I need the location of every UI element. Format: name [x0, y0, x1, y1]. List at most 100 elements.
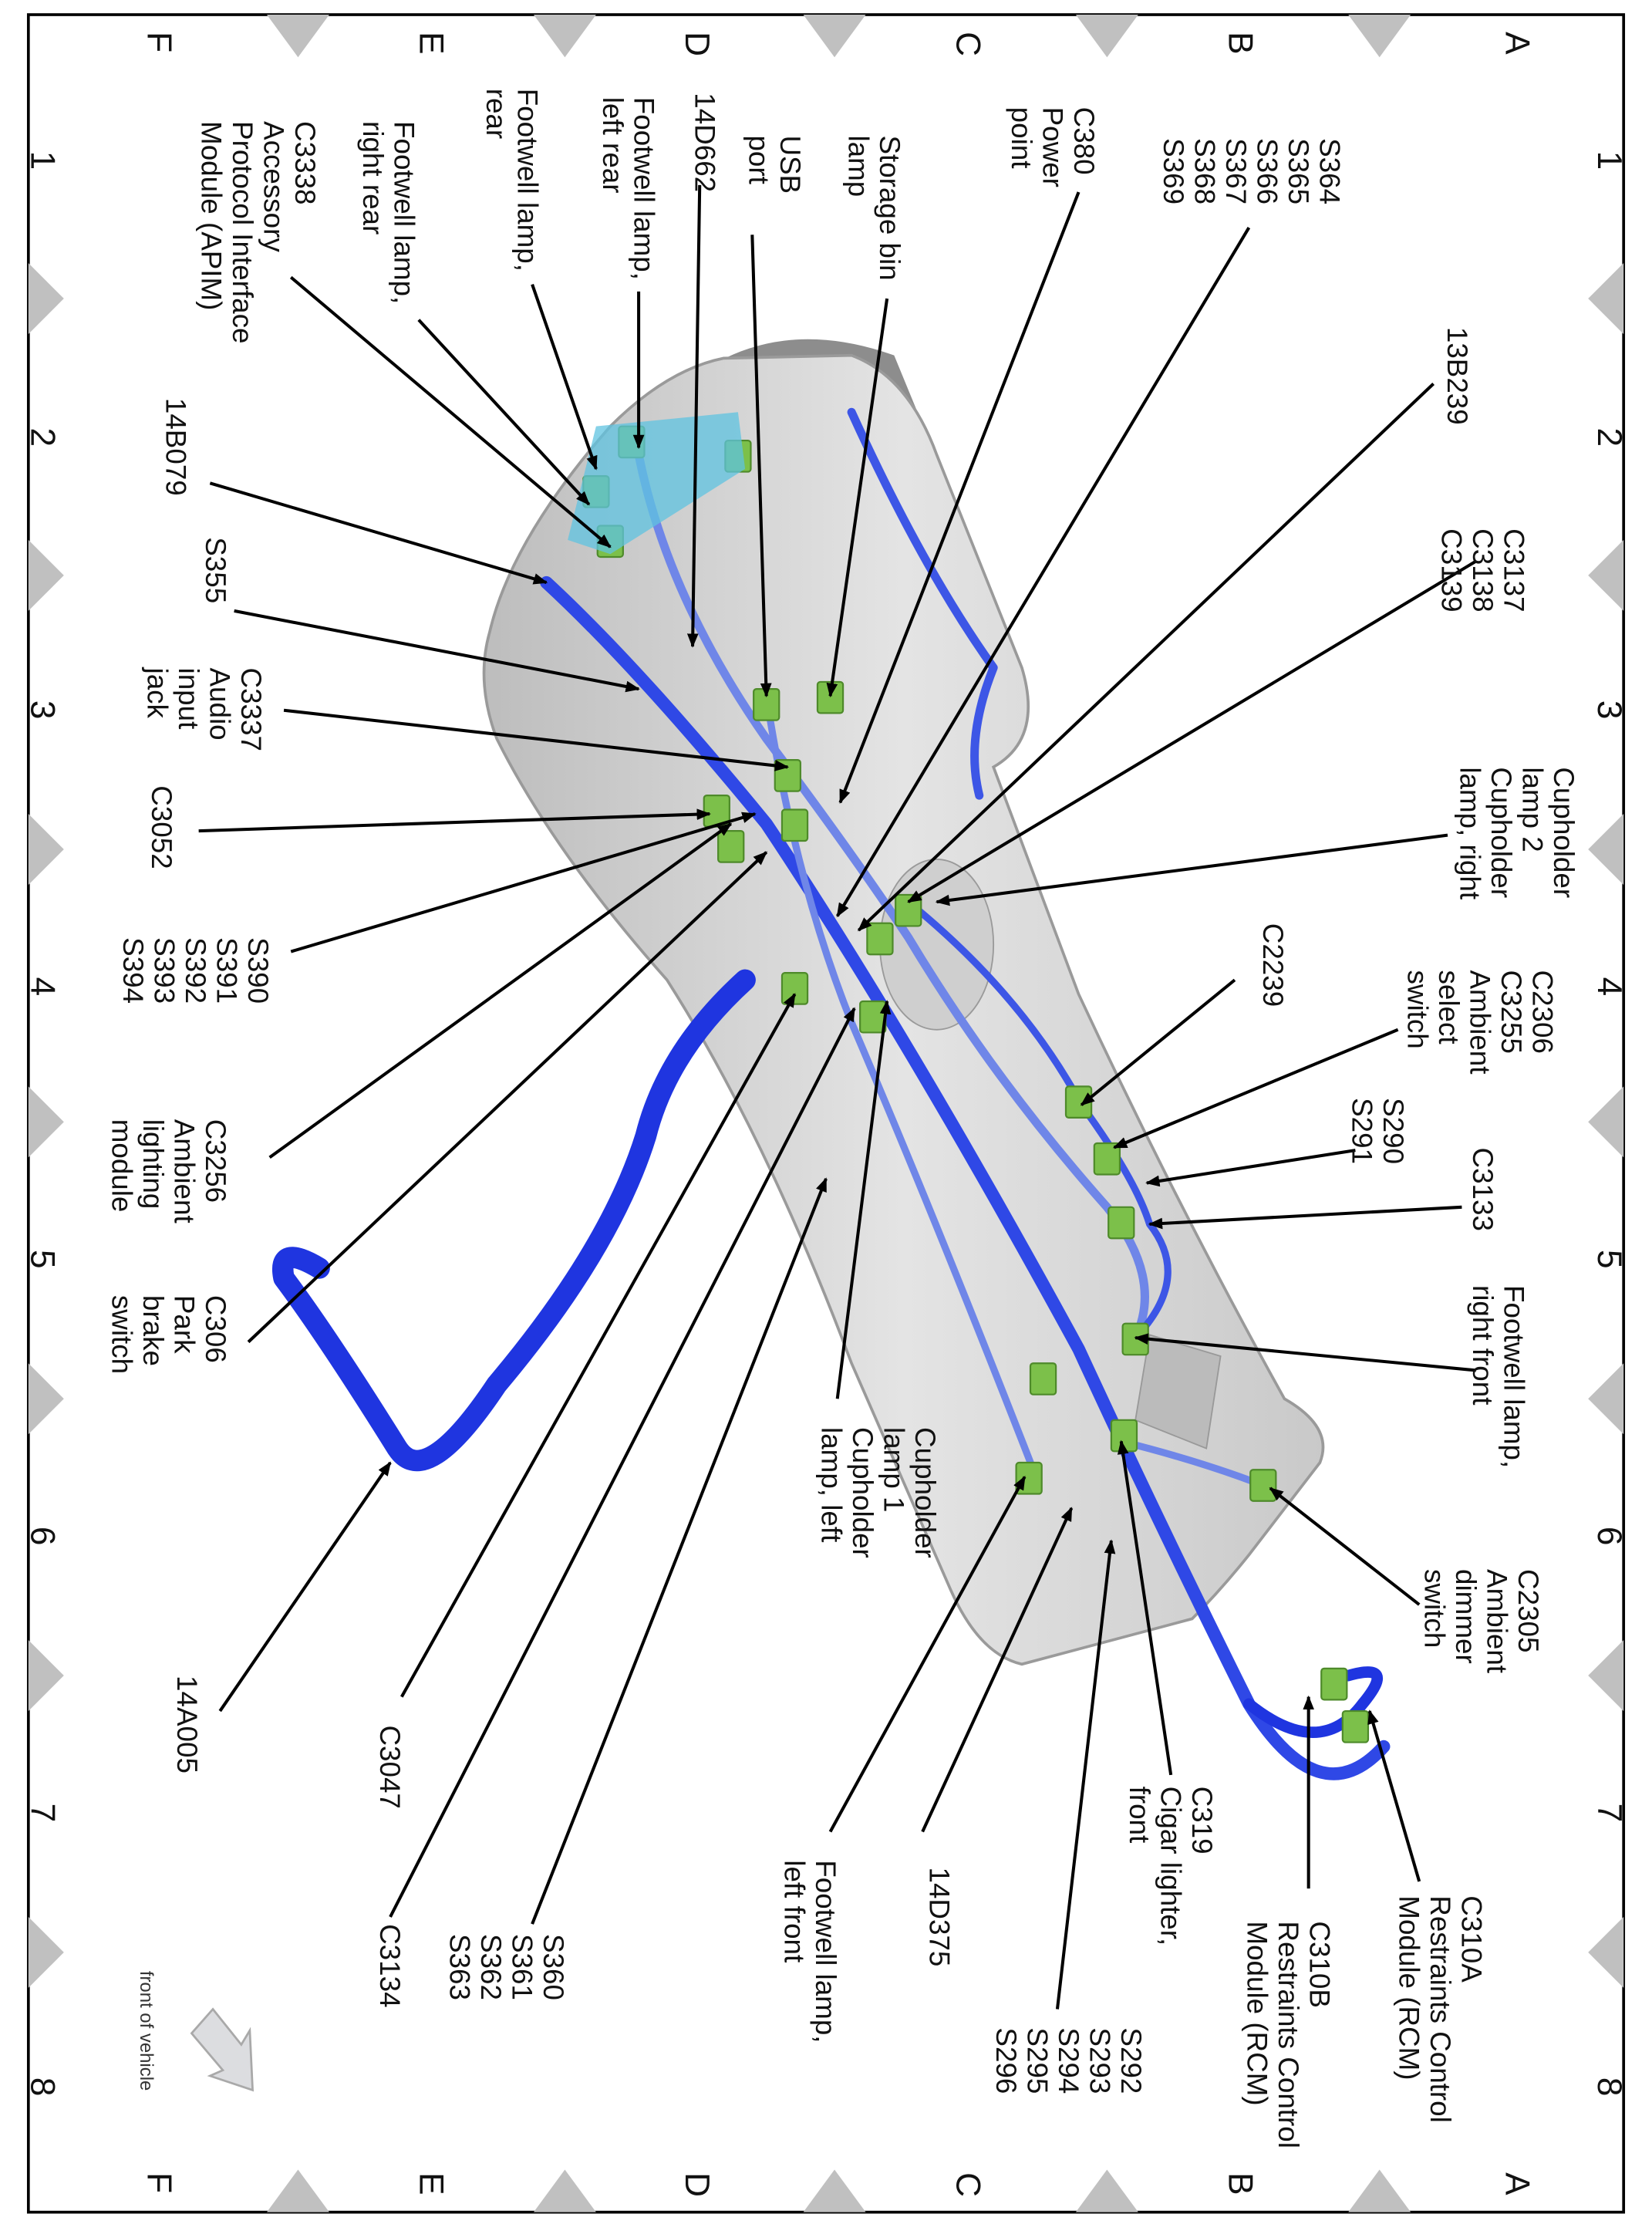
zone-marker — [28, 1086, 64, 1158]
leader-line — [290, 812, 757, 953]
callout-label: C3047 — [374, 1725, 406, 1808]
connectors — [568, 412, 1370, 1743]
callout-label-line: Footwell lamp, — [512, 89, 544, 272]
zone-marker — [1075, 2169, 1138, 2212]
callout-label: 14D662 — [689, 93, 721, 192]
grid-column-label: 1 — [23, 151, 61, 170]
grid-row-label: F — [140, 32, 177, 52]
callout-label-line: C3137 — [1499, 528, 1530, 612]
leader-line — [835, 1000, 892, 1399]
callout-label: Cupholderlamp 2Cupholderlamp, right — [1455, 767, 1580, 899]
grid-row-label: B — [1222, 2172, 1259, 2195]
leader-line — [828, 1475, 1027, 1833]
callout-label-line: left front — [779, 1860, 811, 1962]
grid-column-label: 7 — [1590, 1804, 1628, 1823]
grid-row-label: F — [140, 2172, 177, 2193]
callout-label-line: Ambient — [168, 1119, 200, 1223]
callout-label-line: S360 — [538, 1934, 569, 2000]
grid-row-label: A — [1498, 2172, 1536, 2195]
callout-label-line: point — [1006, 107, 1037, 169]
callout-label-line: C310B — [1304, 1921, 1336, 2008]
callout-label-line: lamp, left — [815, 1427, 847, 1542]
leader-line — [1367, 1709, 1421, 1882]
callout-label: 14A005 — [171, 1676, 203, 1773]
leader-line — [750, 235, 772, 698]
callout-label: C3133 — [1467, 1148, 1499, 1231]
grid-row-label: A — [1498, 32, 1536, 55]
grid-column-label: 5 — [23, 1250, 61, 1269]
callout-label: USBport — [743, 135, 806, 194]
callout-label: Footwell lamp,right rear — [357, 121, 420, 304]
grid-column-label: 8 — [1590, 2077, 1628, 2097]
grid-column-label: 2 — [1590, 428, 1628, 447]
callout-label: C2305Ambientdimmerswitch — [1419, 1569, 1544, 1673]
leader-lines — [198, 184, 1477, 2010]
callout-labels: S364S365S366S367S368S369 13B239 C3137C3138… — [106, 89, 1580, 2148]
callout-label: 14B079 — [160, 398, 191, 496]
zone-marker — [1348, 2169, 1411, 2212]
callout-label: C3052 — [146, 785, 177, 869]
leader-line — [835, 227, 1251, 918]
zone-marker — [28, 1916, 64, 1988]
grid-column-label: 2 — [23, 428, 61, 447]
callout-label-line: S367 — [1220, 138, 1252, 204]
grid-column-label: 5 — [1590, 1250, 1628, 1269]
callout-label-line: S296 — [990, 2027, 1022, 2094]
leader-line — [1148, 1205, 1462, 1230]
callout-label-line: C2239 — [1257, 923, 1289, 1007]
callout-label-line: S391 — [211, 937, 243, 1004]
grid-row-label: C — [949, 2172, 986, 2197]
callout-label-line: jack — [141, 667, 173, 719]
zone-marker — [1588, 814, 1624, 886]
callout-label-line: Footwell lamp, — [389, 121, 420, 304]
callout-label: C3338AccessoryProtocol InterfaceModule (… — [195, 121, 320, 343]
callout-label-line: 14B079 — [160, 398, 191, 496]
zone-marker — [1075, 15, 1138, 58]
callout-label-line: right front — [1467, 1285, 1499, 1405]
connector-icon — [859, 1000, 887, 1034]
front-of-vehicle-arrow-icon — [190, 2007, 255, 2092]
callout-label: Cupholderlamp 1Cupholderlamp, left — [815, 1427, 940, 1558]
callout-label-line: C3047 — [374, 1725, 406, 1808]
zone-marker — [28, 263, 64, 335]
leader-line — [686, 184, 702, 648]
callout-label-line: C310A — [1455, 1895, 1487, 1983]
console-grille — [1134, 1334, 1222, 1449]
callout-label-line: right rear — [357, 121, 389, 235]
grid-row-label: E — [413, 2172, 450, 2195]
grid-zone-markers — [28, 15, 1624, 2212]
callout-label-line: S293 — [1084, 2027, 1115, 2094]
callout-label-line: front — [1124, 1787, 1155, 1844]
callout-label-line: S390 — [242, 937, 274, 1004]
zone-marker — [28, 1363, 64, 1435]
callout-label-line: switch — [106, 1295, 137, 1374]
callout-label: S292S293S294S295S296 — [990, 2027, 1147, 2094]
leader-line — [400, 993, 797, 1698]
callout-label-line: Restraints Control — [1424, 1895, 1456, 2122]
connector-icon — [1341, 1709, 1370, 1743]
callout-label: S360S361S362S363 — [443, 1934, 568, 2000]
callout-label-line: Cupholder — [847, 1427, 878, 1558]
callout-label: S364S365S366S367S368S369 — [1158, 138, 1345, 204]
callout-label: C3137C3138C3139 — [1436, 528, 1530, 612]
grid-column-label: 6 — [1590, 1527, 1628, 1546]
grid-column-label: 8 — [23, 2077, 61, 2097]
callout-label-line: S362 — [475, 1934, 507, 2000]
callout-label-line: Storage bin — [874, 135, 905, 280]
connector-icon — [780, 972, 809, 1005]
callout-label-line: lighting — [137, 1119, 169, 1210]
callout-label-line: Audio — [204, 668, 235, 741]
zone-marker — [266, 2169, 329, 2212]
callout-label-line: lamp 1 — [878, 1427, 909, 1512]
callout-label: S290S291 — [1347, 1098, 1409, 1164]
leader-line — [268, 822, 733, 1159]
zone-marker — [1588, 539, 1624, 611]
grid-row-label: D — [678, 2172, 716, 2197]
zone-marker — [28, 1640, 64, 1712]
callout-label-line: C3256 — [200, 1119, 231, 1203]
callout-label-line: C2306 — [1526, 970, 1558, 1053]
callout-label-line: 14A005 — [171, 1676, 203, 1773]
leader-line — [234, 609, 640, 693]
connector-icon — [780, 808, 809, 842]
leader-line — [289, 275, 612, 548]
